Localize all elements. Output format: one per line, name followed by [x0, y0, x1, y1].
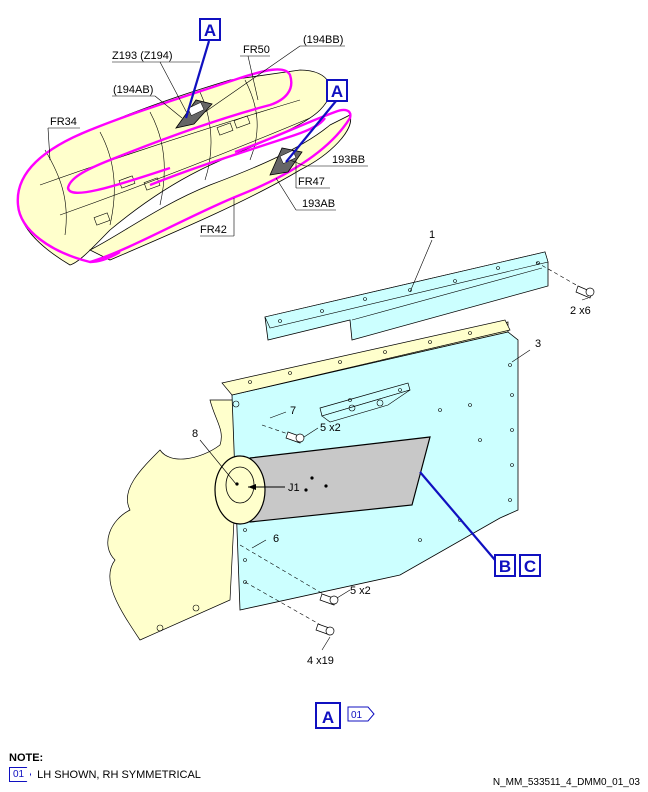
callout-a-upper-leader: [184, 40, 211, 119]
bolt-4: [244, 581, 335, 636]
fuselage-overview: A A Z193 (Z194) FR50 (194BB) (194AB) FR3…: [16, 18, 368, 266]
svg-text:01: 01: [351, 710, 363, 721]
qty-2x6-label: 2 x6: [570, 305, 591, 317]
callout-c[interactable]: C: [519, 554, 541, 577]
bolt-3: [239, 544, 339, 606]
item-6-label: 6: [273, 533, 279, 545]
top-leader-lines: [47, 45, 368, 237]
note-ref-tag[interactable]: 01: [9, 767, 32, 782]
label-194ab: (194AB): [113, 84, 153, 96]
label-193bb: 193BB: [332, 154, 365, 166]
item-3-label: 3: [535, 338, 541, 350]
svg-text:A: A: [204, 21, 216, 40]
drawing-id: N_MM_533511_4_DMM0_01_03: [492, 777, 640, 788]
detail-leader-lines: [199, 239, 589, 651]
note-line: 01 LH SHOWN, RH SYMMETRICAL: [9, 767, 201, 782]
note-title: NOTE:: [9, 752, 44, 764]
qty-4x19-label: 4 x19: [307, 655, 334, 667]
label-194bb: (194BB): [303, 34, 343, 46]
label-z193: Z193 (Z194): [112, 50, 173, 62]
rivet-holes: [156, 261, 540, 632]
label-fr50: FR50: [243, 44, 270, 56]
bolt-2: [261, 424, 305, 444]
detail-view: B C 1 2 x6 3 7 5 x2 8 J1 6 5 x2 4 x19: [107, 229, 595, 667]
callout-a-upper[interactable]: A: [199, 18, 221, 41]
label-fr47: FR47: [298, 176, 325, 188]
callout-a-lower-leader: [285, 100, 337, 163]
qty-5x2-lower-label: 5 x2: [350, 585, 371, 597]
item-7-label: 7: [290, 405, 296, 417]
qty-5x2-upper-label: 5 x2: [320, 422, 341, 434]
view-ref-tag[interactable]: [347, 706, 375, 722]
callout-a-lower[interactable]: A: [326, 79, 348, 102]
item-1-label: 1: [429, 229, 435, 241]
label-fr34: FR34: [50, 116, 77, 128]
note-text: LH SHOWN, RH SYMMETRICAL: [37, 768, 201, 781]
svg-text:B: B: [499, 557, 511, 576]
svg-text:A: A: [322, 708, 334, 727]
svg-text:A: A: [331, 82, 343, 101]
label-fr42: FR42: [200, 224, 227, 236]
label-193ab: 193AB: [302, 198, 335, 210]
callout-bc-leader: [419, 471, 496, 561]
view-title: A 01: [315, 702, 375, 729]
svg-text:C: C: [524, 557, 536, 576]
bolt-1: [535, 261, 595, 299]
callout-b[interactable]: B: [494, 554, 516, 577]
item-8-label: 8: [192, 428, 198, 440]
connector-j1-label: J1: [288, 482, 300, 494]
top-angle-strip: [221, 319, 511, 396]
